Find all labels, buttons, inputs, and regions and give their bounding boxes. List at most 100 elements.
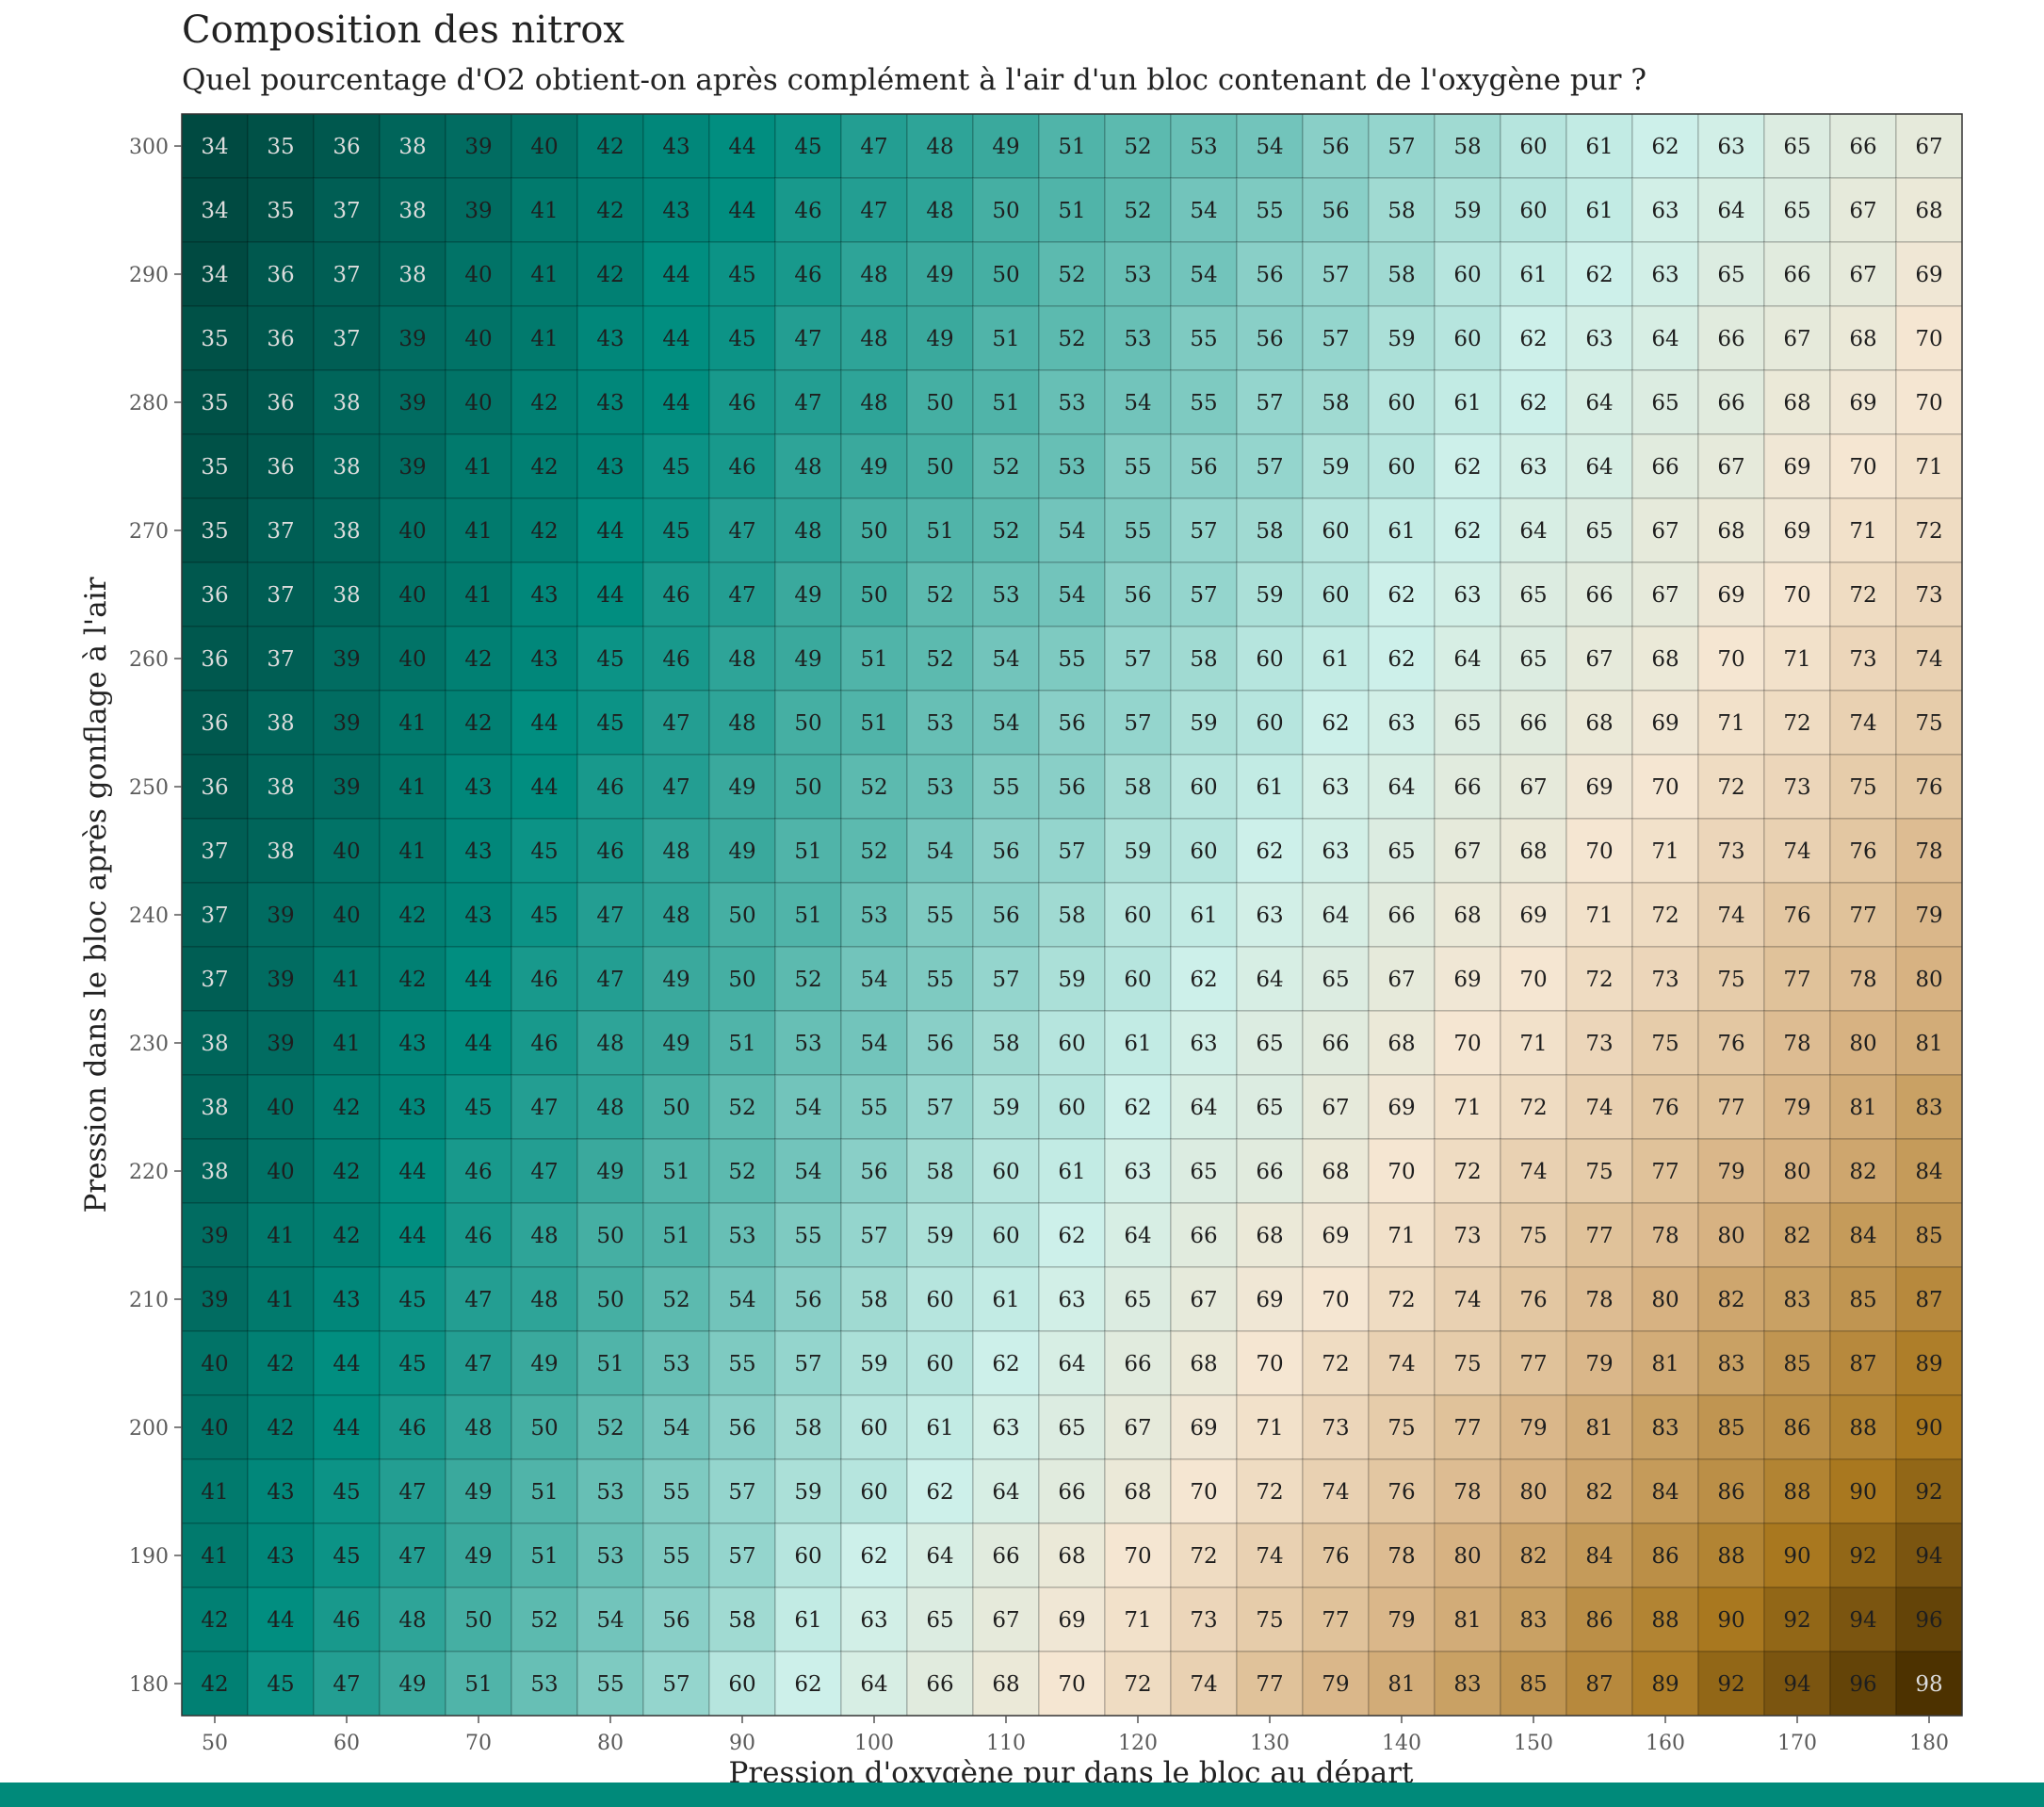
cell-value-label: 69 <box>1058 1608 1085 1633</box>
cell-value-label: 94 <box>1783 1672 1810 1697</box>
cell-value-label: 81 <box>1651 1352 1679 1376</box>
cell-value-label: 54 <box>926 839 953 864</box>
cell-value-label: 67 <box>1915 135 1942 159</box>
heatmap-cell <box>1434 1074 1501 1140</box>
heatmap-cell <box>1763 1074 1831 1140</box>
cell-value-label: 56 <box>860 1160 887 1184</box>
cell-value-label: 51 <box>926 519 953 544</box>
heatmap-cell <box>445 369 512 435</box>
heatmap-cell <box>972 1458 1040 1524</box>
cell-value-label: 37 <box>333 327 360 351</box>
cell-value-label: 39 <box>398 455 426 480</box>
heatmap-cell <box>379 113 446 179</box>
y-tick-label: 300 <box>129 136 169 159</box>
heatmap-cell <box>1631 305 1699 371</box>
heatmap-cell <box>1565 241 1633 307</box>
heatmap-cell <box>1895 369 1963 435</box>
cell-value-label: 59 <box>1256 583 1283 608</box>
cell-value-label: 44 <box>333 1352 360 1376</box>
heatmap-cell <box>1038 690 1106 756</box>
heatmap-cell <box>1829 1202 1897 1268</box>
cell-value-label: 76 <box>1783 904 1810 928</box>
heatmap-cell <box>1631 1010 1699 1076</box>
heatmap-cell <box>1170 433 1238 499</box>
heatmap-cell <box>445 1266 512 1332</box>
cell-value-label: 42 <box>333 1096 360 1120</box>
cell-value-label: 67 <box>1651 519 1679 544</box>
cell-value-label: 58 <box>1256 519 1283 544</box>
heatmap-cell <box>379 1330 446 1396</box>
heatmap-cell <box>247 754 315 820</box>
cell-value-label: 51 <box>1058 135 1085 159</box>
cell-value-label: 55 <box>1058 647 1085 672</box>
cell-value-label: 65 <box>1783 135 1810 159</box>
cell-value-label: 58 <box>794 1416 821 1441</box>
cell-value-label: 73 <box>1915 583 1942 608</box>
cell-value-label: 42 <box>333 1160 360 1184</box>
cell-value-label: 47 <box>530 1160 558 1184</box>
heatmap-cell <box>1302 1587 1370 1652</box>
heatmap-cell <box>906 1651 974 1717</box>
cell-value-label: 36 <box>267 327 294 351</box>
cell-value-label: 42 <box>464 647 492 672</box>
heatmap-cell <box>1170 497 1238 563</box>
heatmap-cell <box>511 1074 578 1140</box>
heatmap-cell <box>708 882 776 948</box>
cell-value-label: 62 <box>1124 1096 1151 1120</box>
heatmap-cell <box>1038 626 1106 692</box>
heatmap-cell <box>840 1010 908 1076</box>
cell-value-label: 62 <box>1322 711 1349 736</box>
heatmap-cell <box>1236 433 1304 499</box>
heatmap-cell <box>1170 1587 1238 1652</box>
cell-value-label: 76 <box>1387 1480 1415 1505</box>
cell-value-label: 63 <box>1453 583 1481 608</box>
cell-value-label: 73 <box>1651 968 1679 992</box>
cell-value-label: 56 <box>926 1032 953 1056</box>
heatmap-cell <box>576 690 644 756</box>
heatmap-cell <box>1500 1330 1567 1396</box>
heatmap-cell <box>1631 1651 1699 1717</box>
heatmap-cell <box>708 1651 776 1717</box>
cell-value-label: 53 <box>728 1224 755 1248</box>
heatmap-cell <box>642 1651 710 1717</box>
cell-value-label: 41 <box>464 519 492 544</box>
cell-value-label: 37 <box>267 519 294 544</box>
cell-value-label: 65 <box>1387 839 1415 864</box>
heatmap-cell <box>1170 1330 1238 1396</box>
cell-value-label: 35 <box>201 519 228 544</box>
heatmap-cell <box>1104 433 1172 499</box>
cell-value-label: 53 <box>530 1672 558 1697</box>
y-tick-label: 280 <box>129 392 169 415</box>
cell-value-label: 80 <box>1717 1224 1744 1248</box>
heatmap-cell <box>1631 1522 1699 1588</box>
heatmap-cell <box>642 433 710 499</box>
cell-value-label: 71 <box>1783 647 1810 672</box>
heatmap-cell <box>1170 113 1238 179</box>
heatmap-cell <box>1104 1010 1172 1076</box>
heatmap-cell <box>1368 497 1436 563</box>
cell-value-label: 55 <box>1190 391 1217 415</box>
cell-value-label: 48 <box>860 391 887 415</box>
x-tick-label: 120 <box>1118 1732 1158 1755</box>
cell-value-label: 58 <box>728 1608 755 1633</box>
cell-value-label: 61 <box>1322 647 1349 672</box>
x-tick-label: 140 <box>1382 1732 1421 1755</box>
cell-value-label: 51 <box>794 904 821 928</box>
heatmap-cell <box>1631 818 1699 884</box>
cell-value-label: 40 <box>267 1160 294 1184</box>
heatmap-cell <box>1038 369 1106 435</box>
heatmap-cell <box>1763 433 1831 499</box>
heatmap-cell <box>247 1010 315 1076</box>
cell-value-label: 78 <box>1783 1032 1810 1056</box>
heatmap-cell <box>1697 946 1765 1012</box>
cell-value-label: 63 <box>1519 455 1547 480</box>
cell-value-label: 54 <box>1058 519 1085 544</box>
cell-value-label: 65 <box>1322 968 1349 992</box>
heatmap-cell <box>1500 818 1567 884</box>
cell-value-label: 41 <box>530 199 558 223</box>
cell-value-label: 82 <box>1783 1224 1810 1248</box>
heatmap-cell <box>840 626 908 692</box>
cell-value-label: 35 <box>201 327 228 351</box>
cell-value-label: 52 <box>860 839 887 864</box>
heatmap-cell <box>1434 562 1501 627</box>
